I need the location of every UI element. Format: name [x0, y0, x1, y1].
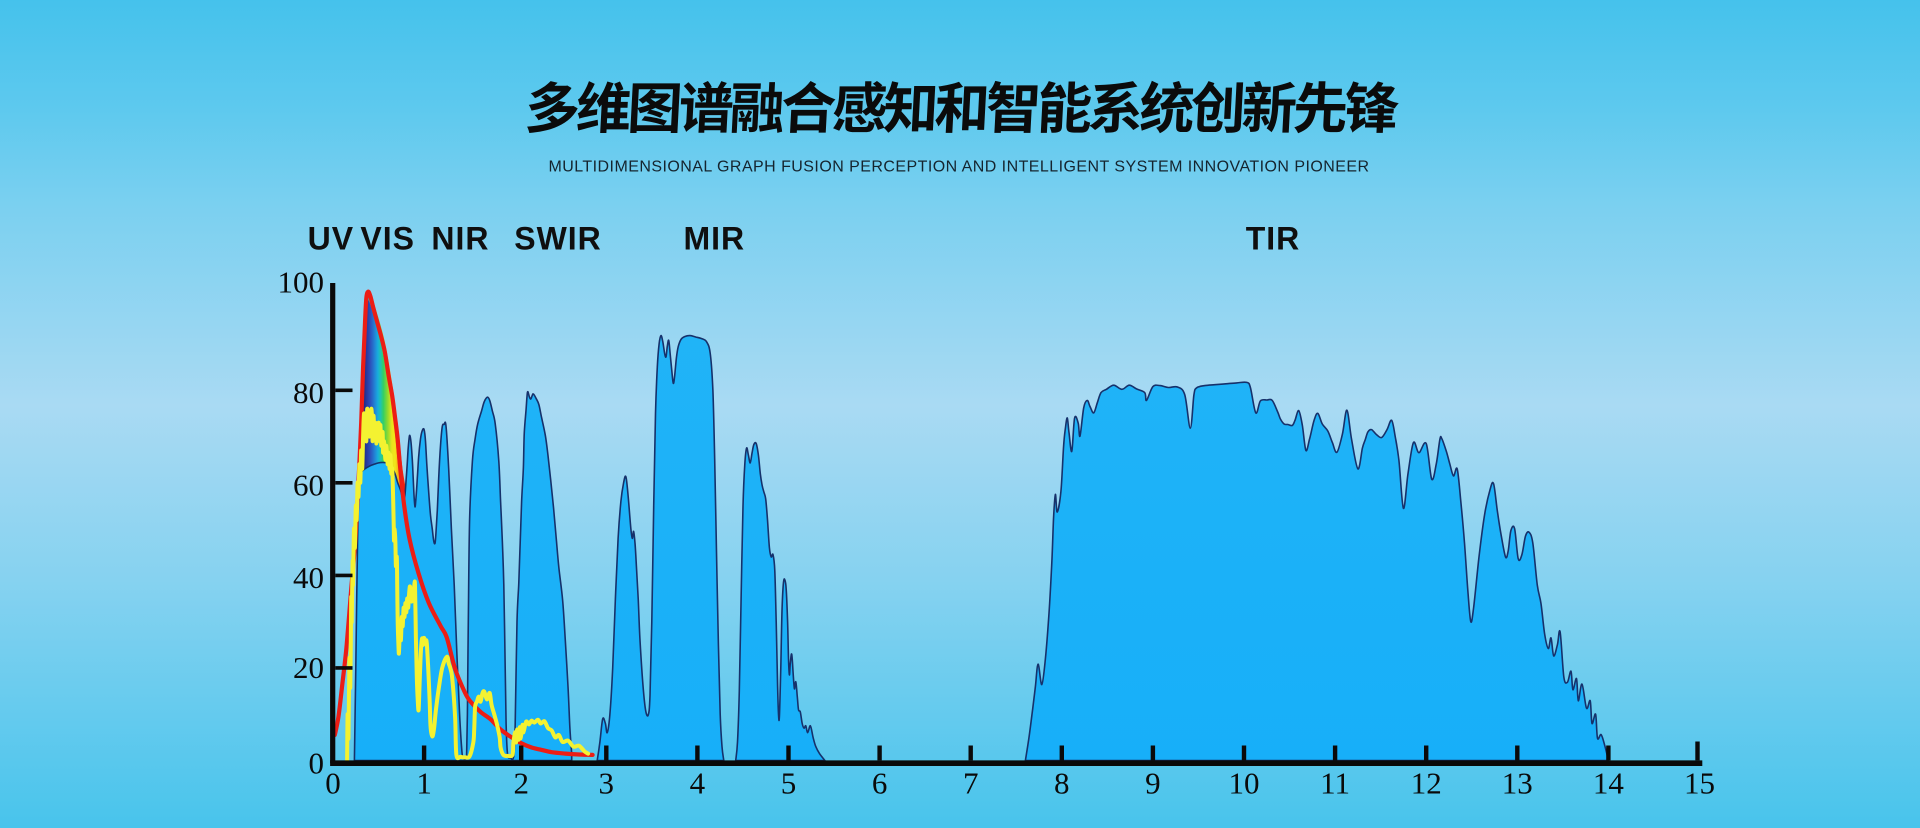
svg-text:12: 12	[1411, 766, 1442, 801]
svg-text:TIR: TIR	[1246, 221, 1301, 257]
svg-text:3: 3	[599, 766, 615, 801]
svg-text:11: 11	[1320, 766, 1350, 801]
svg-text:VIS: VIS	[360, 221, 415, 257]
svg-text:1: 1	[416, 766, 432, 801]
svg-text:13: 13	[1502, 766, 1533, 801]
svg-text:20: 20	[293, 650, 324, 685]
svg-text:4: 4	[690, 766, 706, 801]
svg-text:8: 8	[1054, 766, 1070, 801]
svg-text:NIR: NIR	[431, 221, 489, 257]
svg-text:MULTIDIMENSIONAL GRAPH FUSION: MULTIDIMENSIONAL GRAPH FUSION PERCEPTION…	[548, 159, 1369, 176]
svg-text:60: 60	[293, 468, 324, 503]
svg-text:MIR: MIR	[683, 221, 745, 257]
svg-text:UV: UV	[308, 221, 354, 257]
svg-text:7: 7	[963, 766, 979, 801]
svg-text:14: 14	[1593, 766, 1625, 801]
svg-text:100: 100	[278, 265, 325, 300]
svg-text:0: 0	[309, 746, 325, 781]
svg-text:SWIR: SWIR	[514, 221, 602, 257]
svg-text:40: 40	[293, 560, 324, 595]
svg-text:80: 80	[293, 375, 324, 410]
svg-text:2: 2	[513, 766, 529, 801]
svg-text:10: 10	[1229, 766, 1260, 801]
svg-text:0: 0	[325, 766, 341, 801]
svg-text:6: 6	[872, 766, 888, 801]
svg-text:5: 5	[781, 766, 797, 801]
svg-text:9: 9	[1145, 766, 1161, 801]
svg-text:15: 15	[1684, 766, 1715, 801]
